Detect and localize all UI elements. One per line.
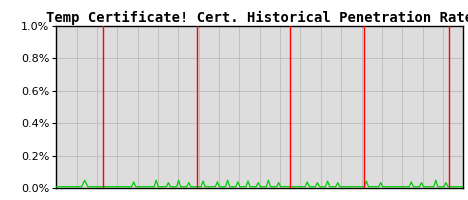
Title: Temp Certificate! Cert. Historical Penetration Rate: Temp Certificate! Cert. Historical Penet… bbox=[46, 11, 468, 25]
